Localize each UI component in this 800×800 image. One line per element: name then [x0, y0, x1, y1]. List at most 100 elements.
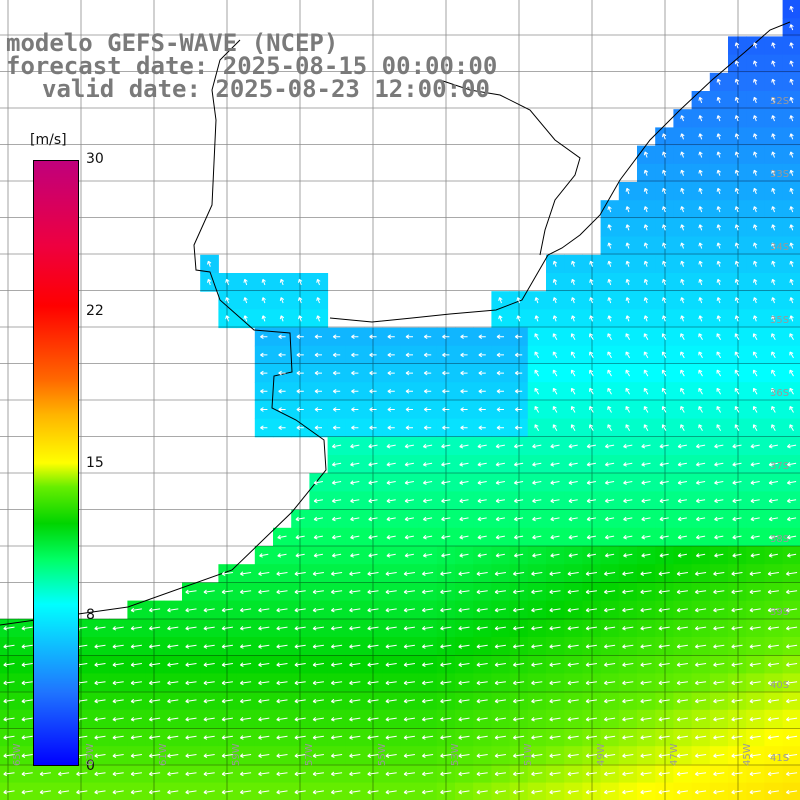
- wind-arrow: [385, 589, 397, 595]
- wind-arrow: [478, 334, 486, 340]
- wind-arrow: [694, 771, 707, 777]
- wind-arrow: [130, 753, 142, 758]
- wind-arrow: [625, 297, 630, 304]
- wind-arrow: [476, 789, 488, 795]
- wind-arrow: [296, 407, 304, 412]
- wind-arrow: [695, 443, 706, 449]
- wind-arrow: [567, 735, 579, 740]
- wind-arrow: [716, 260, 721, 267]
- wind-arrow: [549, 735, 561, 740]
- wind-arrow: [185, 735, 197, 740]
- wind-arrow: [294, 680, 306, 686]
- wind-arrow: [643, 297, 649, 304]
- wind-arrow: [298, 297, 303, 304]
- wind-arrow: [603, 571, 616, 576]
- wind-arrow: [167, 644, 179, 649]
- wind-arrow: [403, 607, 415, 613]
- wind-arrow: [386, 462, 396, 467]
- wind-arrow: [368, 462, 378, 467]
- wind-arrow: [349, 644, 361, 649]
- wind-arrow: [622, 771, 634, 777]
- wind-arrow: [459, 443, 469, 449]
- wind-arrow: [405, 407, 413, 412]
- wind-arrow: [753, 242, 758, 249]
- wind-arrow: [312, 717, 324, 722]
- wind-arrow: [789, 96, 794, 104]
- wind-arrow: [640, 753, 652, 758]
- wind-arrow: [243, 315, 248, 322]
- wind-arrow: [567, 626, 579, 631]
- wind-arrow: [458, 789, 470, 795]
- wind-arrow: [571, 315, 576, 322]
- wind-arrow: [349, 626, 361, 631]
- wind-arrow: [714, 443, 724, 449]
- wind-arrow: [714, 480, 724, 485]
- wind-arrow: [622, 662, 634, 667]
- wind-arrow: [698, 224, 703, 231]
- wind-arrow: [531, 771, 543, 777]
- wind-arrow: [641, 480, 651, 485]
- wind-arrow: [258, 698, 270, 704]
- wind-arrow: [404, 480, 414, 485]
- wind-arrow: [460, 370, 468, 376]
- wind-arrow: [239, 680, 252, 686]
- wind-arrow: [789, 24, 794, 31]
- wind-arrow: [694, 717, 707, 722]
- wind-arrow: [603, 644, 616, 649]
- wind-arrow: [367, 589, 379, 595]
- wind-arrow: [185, 771, 197, 777]
- wind-arrow: [458, 771, 470, 777]
- wind-arrow: [662, 242, 667, 249]
- wind-arrow: [258, 789, 270, 795]
- wind-arrow: [641, 516, 651, 522]
- wind-arrow: [586, 498, 596, 504]
- wind-arrow: [514, 334, 523, 340]
- wind-arrow: [640, 589, 652, 595]
- wind-arrow: [459, 498, 469, 504]
- wind-arrow: [440, 789, 452, 795]
- wind-arrow: [512, 662, 525, 667]
- wind-arrow: [549, 644, 561, 649]
- wind-arrow: [659, 516, 669, 522]
- wind-arrow: [148, 789, 161, 795]
- wind-arrow: [604, 516, 615, 522]
- wind-arrow: [458, 698, 470, 704]
- wind-arrow: [568, 443, 578, 449]
- wind-arrow: [514, 370, 523, 376]
- title-valid-date: valid date: 2025-08-23 12:00:00: [42, 75, 490, 103]
- wind-arrow: [771, 242, 776, 249]
- wind-arrow: [421, 753, 434, 758]
- wind-arrow: [368, 480, 378, 485]
- wind-arrow: [680, 169, 685, 176]
- wind-arrow: [148, 735, 161, 740]
- wind-arrow: [753, 297, 758, 304]
- wind-arrow: [476, 717, 488, 722]
- wind-arrow: [276, 735, 288, 740]
- lat-label: 37S: [770, 461, 790, 472]
- wind-arrow: [403, 626, 415, 631]
- wind-arrow: [296, 334, 304, 340]
- wind-arrow: [369, 370, 377, 376]
- lon-label: 47W: [669, 743, 680, 766]
- wind-arrow: [698, 278, 703, 286]
- wind-arrow: [295, 553, 305, 558]
- wind-arrow: [367, 789, 379, 795]
- wind-arrow: [330, 589, 343, 595]
- wind-arrow: [387, 425, 395, 431]
- wind-arrow: [330, 789, 343, 795]
- wind-arrow: [387, 407, 395, 412]
- wind-arrow: [203, 771, 215, 777]
- wind-arrow: [640, 735, 652, 740]
- wind-arrow: [534, 369, 540, 377]
- wind-arrow: [513, 516, 524, 522]
- wind-arrow: [749, 644, 761, 649]
- wind-arrow: [513, 443, 524, 449]
- wind-arrow: [498, 297, 503, 304]
- wind-arrow: [694, 607, 707, 613]
- wind-arrow: [3, 626, 15, 631]
- wind-arrow: [203, 662, 215, 667]
- wind-arrow: [549, 626, 561, 631]
- wind-arrow: [476, 753, 488, 758]
- wind-arrow: [261, 315, 266, 322]
- wind-arrow: [221, 607, 233, 613]
